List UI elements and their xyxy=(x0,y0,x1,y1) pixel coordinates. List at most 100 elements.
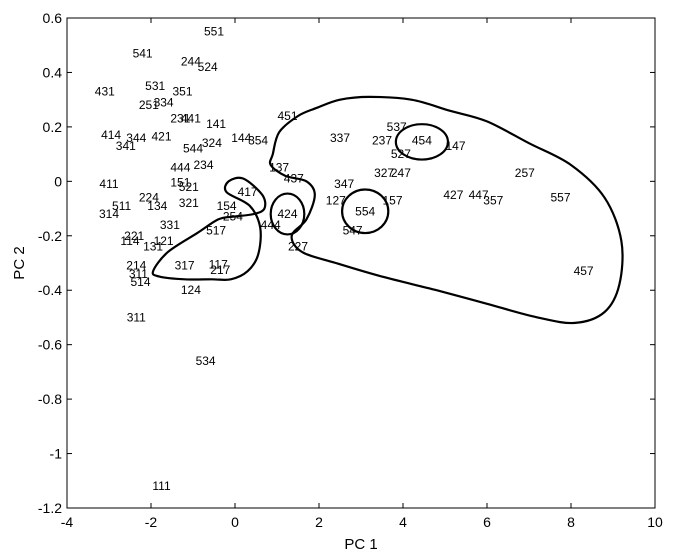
point-label-151: 151 xyxy=(170,176,190,190)
point-label-427: 427 xyxy=(443,188,463,202)
point-label-114: 114 xyxy=(120,234,139,248)
x-tick-label: 6 xyxy=(483,514,491,530)
point-label-134: 134 xyxy=(147,199,167,213)
point-label-227: 227 xyxy=(288,240,308,254)
plot-area xyxy=(66,17,656,509)
point-label-324: 324 xyxy=(202,136,222,150)
point-label-147: 147 xyxy=(445,139,465,153)
axis-ticks: -4 -2 0 2 4 6 8 10 0.6 0.4 0.2 0 -0.2 -0.4 -0.6 -0.8 -1 -… xyxy=(38,10,663,530)
point-label-451: 451 xyxy=(277,109,297,123)
ellipse-454-boundary xyxy=(394,123,450,161)
point-label-344: 344 xyxy=(126,131,146,145)
point-label-317: 317 xyxy=(175,259,195,273)
point-label-534: 534 xyxy=(196,354,216,368)
point-label-311: 311 xyxy=(127,310,146,324)
point-label-124: 124 xyxy=(181,283,201,297)
point-label-234: 234 xyxy=(193,158,213,172)
y-tick-label: -1 xyxy=(50,446,63,462)
x-axis-label: PC 1 xyxy=(344,536,377,553)
point-label-251: 251 xyxy=(139,98,159,112)
point-label-544: 544 xyxy=(183,142,203,156)
point-label-511: 511 xyxy=(112,199,131,213)
y-tick-label: -0.4 xyxy=(38,282,62,298)
point-label-311: 311 xyxy=(129,267,148,281)
point-label-321: 321 xyxy=(179,196,199,210)
region-boundaries xyxy=(151,95,624,325)
point-label-537: 537 xyxy=(387,120,407,134)
point-label-257: 257 xyxy=(515,166,535,180)
y-tick-label: -0.2 xyxy=(38,228,62,244)
point-label-521: 521 xyxy=(179,180,199,194)
point-label-137: 137 xyxy=(269,161,289,175)
x-tick-label: 2 xyxy=(315,514,323,530)
y-tick-label: 0.2 xyxy=(43,119,63,135)
point-label-547: 547 xyxy=(343,223,363,237)
point-label-421: 421 xyxy=(151,129,171,143)
point-label-341: 341 xyxy=(116,139,136,153)
point-label-131: 131 xyxy=(143,240,163,254)
y-tick-label: 0.6 xyxy=(43,10,63,26)
point-label-141: 141 xyxy=(206,117,226,131)
point-label-157: 157 xyxy=(382,193,402,207)
point-label-441: 441 xyxy=(181,112,201,126)
point-label-417: 417 xyxy=(238,185,258,199)
point-label-431: 431 xyxy=(95,85,115,99)
y-tick-label: -1.2 xyxy=(38,500,62,516)
point-label-411: 411 xyxy=(99,177,118,191)
y-tick-label: -0.8 xyxy=(38,391,62,407)
point-label-351: 351 xyxy=(172,85,192,99)
point-label-437: 437 xyxy=(284,172,304,186)
x-tick-label: -4 xyxy=(61,514,74,530)
point-label-414: 414 xyxy=(101,128,121,142)
right-region-boundary xyxy=(268,95,624,325)
point-label-244: 244 xyxy=(181,55,201,69)
point-label-231: 231 xyxy=(170,112,190,126)
point-label-357: 357 xyxy=(483,193,503,207)
point-label-517: 517 xyxy=(206,223,226,237)
point-label-527: 527 xyxy=(391,147,411,161)
point-label-424: 424 xyxy=(277,207,297,221)
point-label-454: 454 xyxy=(412,134,432,148)
ellipse-554-boundary xyxy=(341,188,390,235)
point-label-444: 444 xyxy=(261,218,281,232)
x-tick-label: 8 xyxy=(567,514,575,530)
y-tick-label: 0.4 xyxy=(43,64,63,80)
point-label-557: 557 xyxy=(550,191,570,205)
point-label-514: 514 xyxy=(130,275,150,289)
point-label-541: 541 xyxy=(133,46,153,60)
point-label-224: 224 xyxy=(139,191,159,205)
x-tick-label: 4 xyxy=(399,514,407,530)
point-label-347: 347 xyxy=(334,177,354,191)
left-lower-region-boundary xyxy=(151,176,267,282)
point-label-447: 447 xyxy=(469,188,489,202)
x-tick-label: 0 xyxy=(231,514,239,530)
point-label-551: 551 xyxy=(204,25,224,39)
point-label-254: 254 xyxy=(223,210,243,224)
point-label-327: 327 xyxy=(374,166,394,180)
ellipse-424-boundary xyxy=(269,192,306,236)
point-label-337: 337 xyxy=(330,131,350,145)
point-label-531: 531 xyxy=(145,79,165,93)
point-label-354: 354 xyxy=(248,134,268,148)
point-label-117: 117 xyxy=(209,257,228,271)
x-tick-label: 10 xyxy=(647,514,663,530)
point-label-554: 554 xyxy=(355,204,375,218)
y-tick-label: -0.6 xyxy=(38,337,62,353)
y-tick-label: 0 xyxy=(54,173,62,189)
point-label-221: 221 xyxy=(124,229,144,243)
point-label-314: 314 xyxy=(99,207,119,221)
point-label-444: 444 xyxy=(170,161,190,175)
point-label-111: 111 xyxy=(152,479,171,493)
point-label-524: 524 xyxy=(198,60,218,74)
x-tick-label: -2 xyxy=(145,514,158,530)
point-label-217: 217 xyxy=(210,263,230,277)
y-axis-label: PC 2 xyxy=(11,246,28,279)
point-label-127: 127 xyxy=(326,193,346,207)
point-label-154: 154 xyxy=(217,199,237,213)
point-label-144: 144 xyxy=(231,131,251,145)
point-label-334: 334 xyxy=(154,95,174,109)
point-label-121: 121 xyxy=(154,234,174,248)
point-label-237: 237 xyxy=(372,134,392,148)
